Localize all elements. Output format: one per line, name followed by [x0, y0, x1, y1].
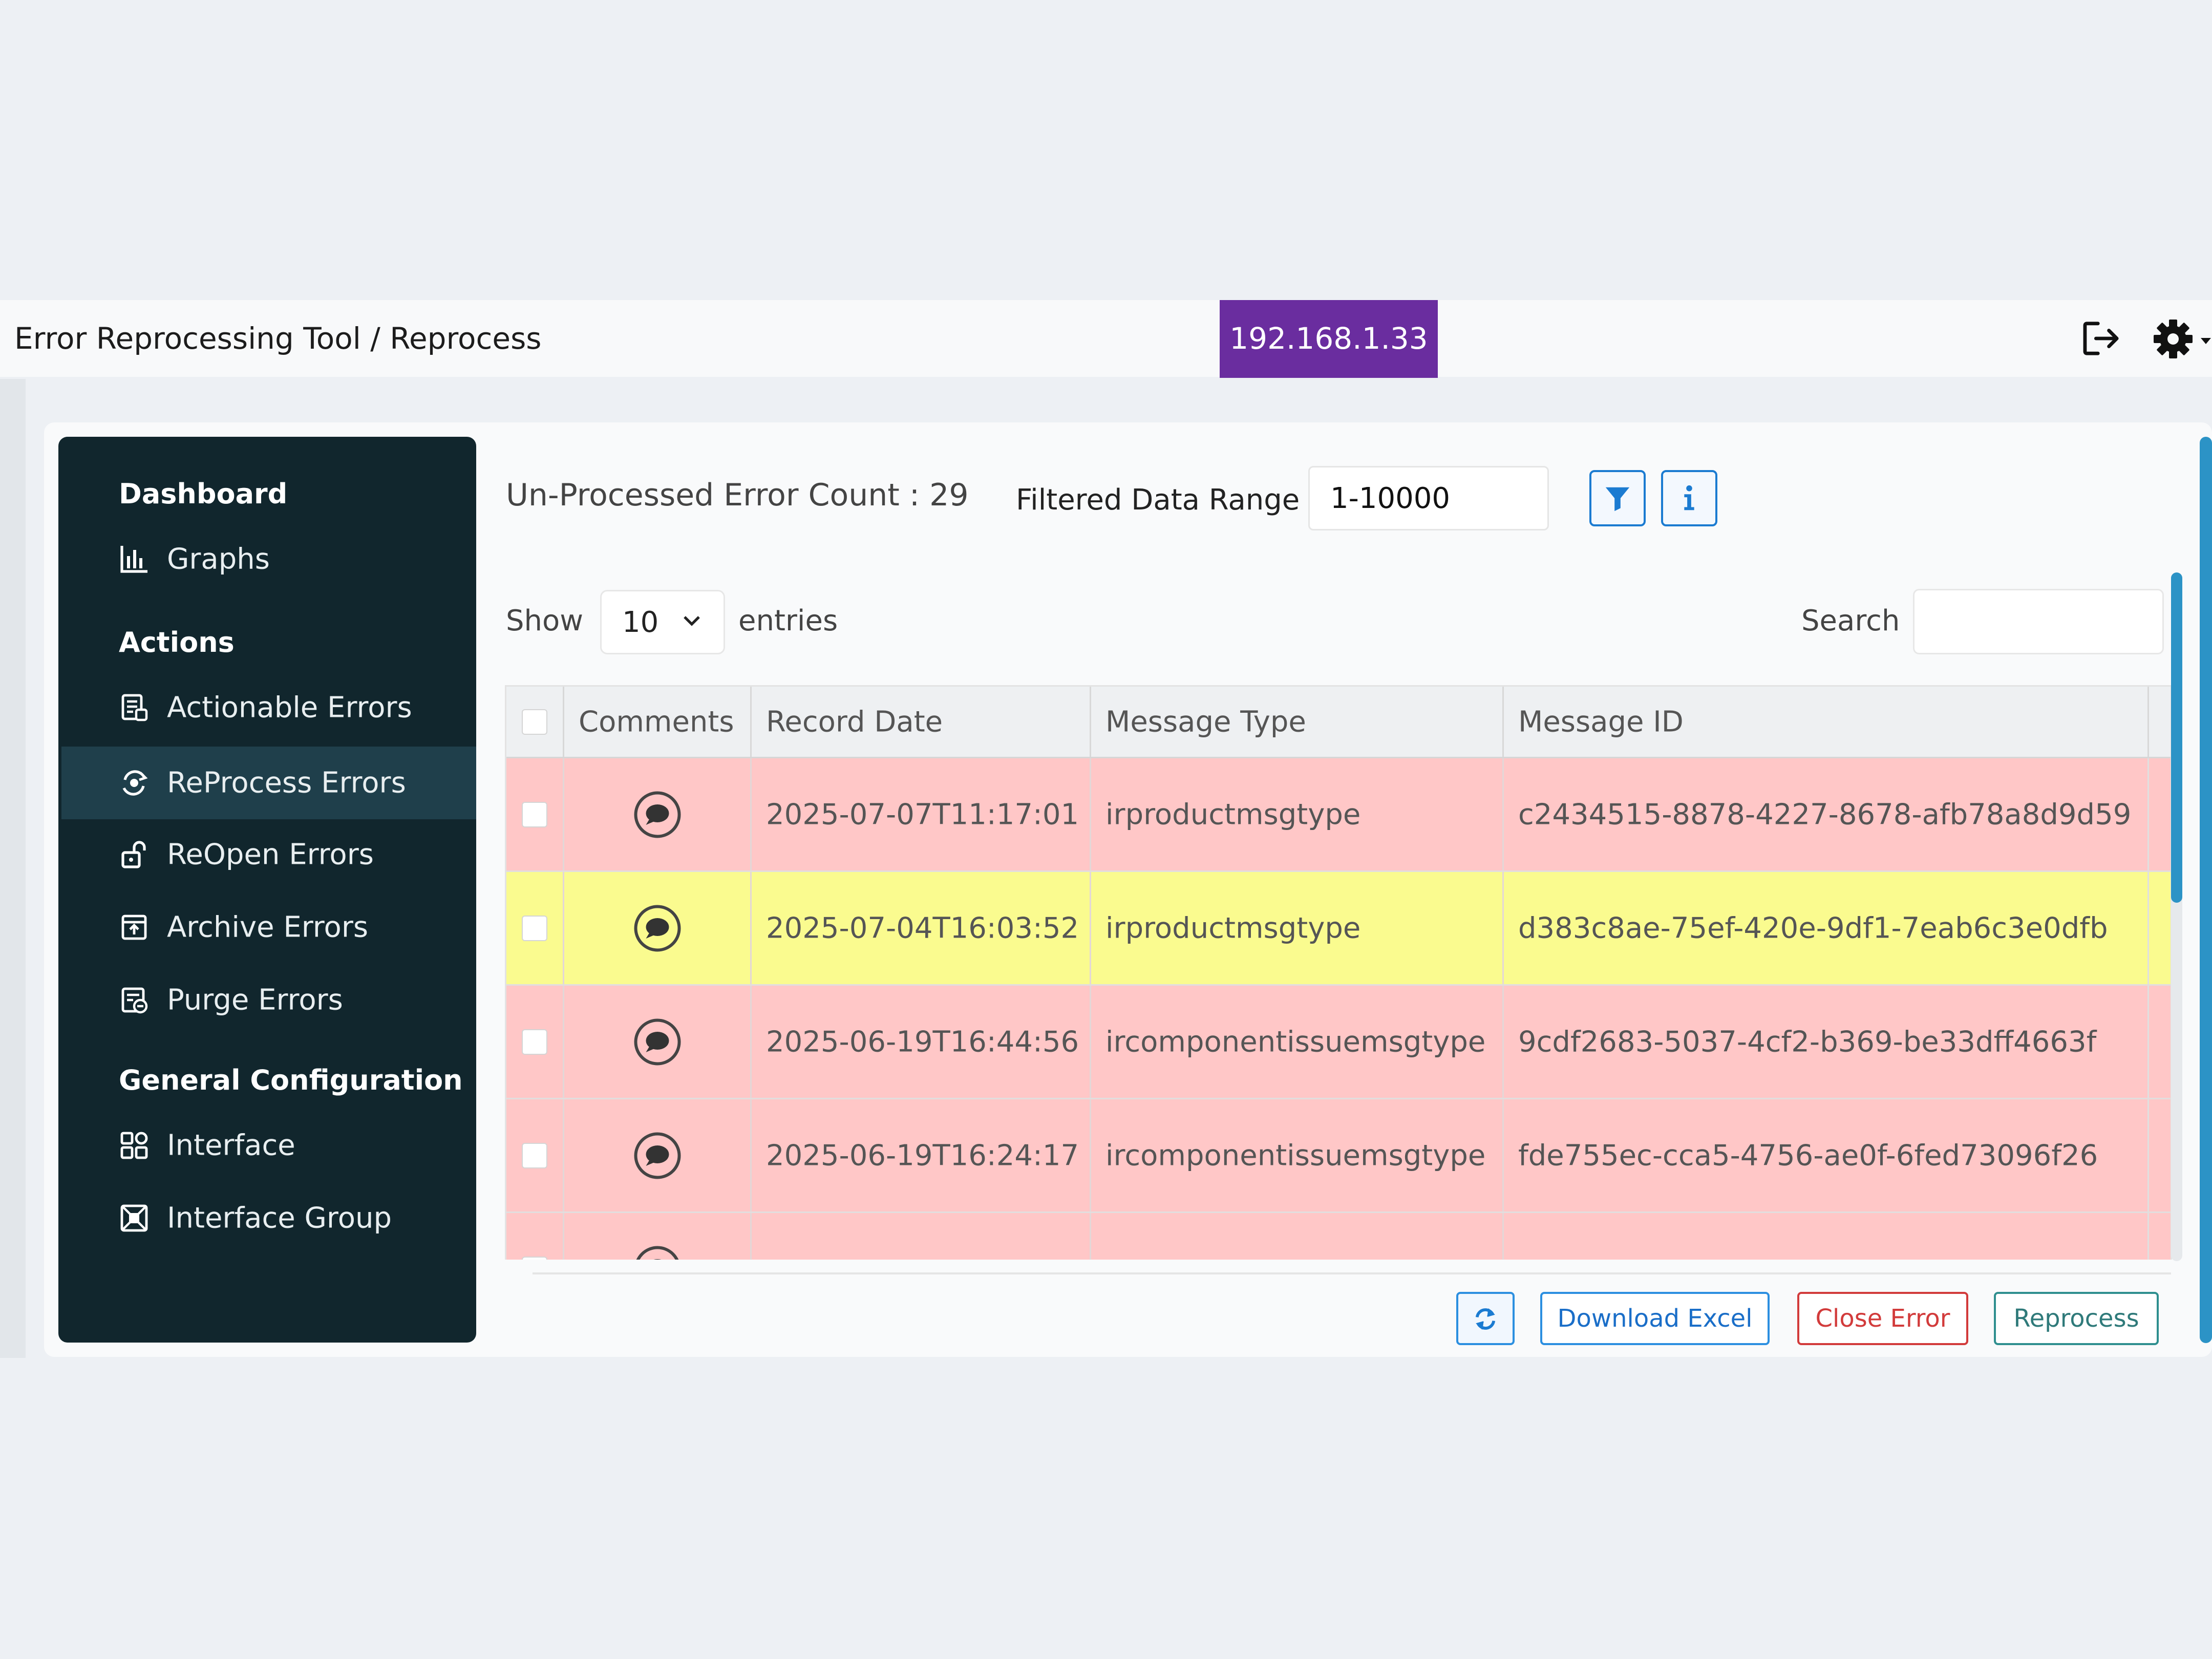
top-bar: Error Reprocessing Tool / Reprocess 192.…	[0, 300, 2212, 378]
sidebar-item-interface[interactable]: Interface	[61, 1109, 476, 1182]
logout-icon[interactable]	[2081, 321, 2122, 356]
filtered-range-label: Filtered Data Range	[1016, 483, 1300, 517]
sidebar-item-label: Archive Errors	[167, 910, 369, 944]
record-date: 2025-06-19T16:24:17	[766, 1139, 1079, 1172]
chevron-down-icon[interactable]	[2200, 336, 2212, 346]
content-scrollbar[interactable]	[2200, 437, 2212, 1343]
sidebar-item-label: ReOpen Errors	[167, 838, 374, 871]
chevron-down-icon	[684, 616, 700, 626]
sidebar-item-label: Graphs	[167, 542, 270, 576]
page-size-select[interactable]: 10	[600, 590, 725, 654]
download-excel-button[interactable]: Download Excel	[1540, 1292, 1770, 1345]
page-edge	[0, 379, 26, 1358]
sidebar: Dashboard Graphs Actions Actionable Erro…	[58, 437, 476, 1343]
divider	[533, 1272, 2171, 1274]
sidebar-item-label: ReProcess Errors	[167, 766, 406, 800]
row-checkbox[interactable]	[522, 915, 547, 941]
sidebar-section-dashboard: Dashboard	[119, 478, 288, 510]
message-id: d383c8ae-75ef-420e-9df1-7eab6c3e0dfb	[1518, 911, 2108, 945]
table-header: Comments Record Date Message Type Messag…	[506, 687, 2171, 758]
sidebar-item-reopen-errors[interactable]: ReOpen Errors	[61, 818, 476, 891]
search-input[interactable]	[1913, 589, 2164, 654]
sidebar-item-label: Purge Errors	[167, 983, 343, 1017]
reprocess-icon	[122, 770, 148, 796]
table-row[interactable]: 2025-06-19T16:24:17 ircomponentissuemsgt…	[506, 1099, 2171, 1213]
comment-icon[interactable]	[632, 1016, 683, 1068]
comment-icon[interactable]	[632, 1130, 683, 1181]
document-icon	[121, 694, 148, 721]
search-label: Search	[1801, 604, 1900, 637]
record-date: 2025-07-07T11:17:01	[766, 798, 1079, 831]
header-comments[interactable]: Comments	[564, 687, 752, 757]
sidebar-item-purge-errors[interactable]: Purge Errors	[61, 964, 476, 1036]
header-checkbox-cell	[506, 687, 564, 757]
table-row[interactable]: 2025-07-07T11:17:01 irproductmsgtype c24…	[506, 758, 2171, 872]
header-message-id[interactable]: Message ID	[1504, 687, 2149, 757]
sidebar-item-actionable-errors[interactable]: Actionable Errors	[61, 671, 476, 744]
purge-icon	[121, 987, 148, 1014]
comment-icon[interactable]	[632, 789, 683, 840]
reprocess-button[interactable]: Reprocess	[1994, 1292, 2159, 1345]
row-checkbox[interactable]	[522, 801, 547, 827]
comment-icon[interactable]	[632, 903, 683, 954]
gear-icon[interactable]	[2153, 318, 2194, 359]
page-size-value: 10	[622, 606, 659, 639]
sidebar-section-actions: Actions	[119, 626, 235, 658]
filter-icon	[1605, 487, 1630, 512]
close-error-button[interactable]: Close Error	[1797, 1292, 1968, 1345]
sidebar-item-label: Actionable Errors	[167, 691, 412, 725]
row-checkbox[interactable]	[522, 1142, 547, 1168]
refresh-button[interactable]	[1456, 1292, 1515, 1345]
sidebar-item-interface-group[interactable]: Interface Group	[61, 1182, 476, 1254]
header-record-date[interactable]: Record Date	[752, 687, 1091, 757]
record-date: 2025-06-19T16:44:56	[766, 1025, 1079, 1058]
info-button[interactable]	[1661, 470, 1717, 526]
row-checkbox[interactable]	[522, 1256, 547, 1260]
message-id: fde755ec-cca5-4756-ae0f-6fed73096f26	[1518, 1139, 2098, 1172]
ip-badge: 192.168.1.33	[1220, 300, 1438, 378]
info-icon	[1684, 485, 1694, 511]
archive-icon	[121, 914, 147, 940]
header-message-type[interactable]: Message Type	[1091, 687, 1504, 757]
sidebar-item-label: Interface	[167, 1129, 295, 1162]
comment-icon[interactable]	[632, 1244, 683, 1260]
message-type: ircomponentissuemsgtype	[1105, 1025, 1486, 1058]
refresh-icon	[1475, 1308, 1496, 1330]
row-checkbox[interactable]	[522, 1029, 547, 1055]
table-row[interactable]: 2025-06-19T16:44:56 ircomponentissuemsgt…	[506, 986, 2171, 1099]
bar-chart-icon	[120, 546, 147, 573]
message-id: 9cdf2683-5037-4cf2-b369-be33dff4663f	[1518, 1025, 2097, 1058]
interface-group-icon	[120, 1204, 148, 1232]
message-id: c2434515-8878-4227-8678-afb78a8d9d59	[1518, 798, 2132, 831]
sidebar-item-label: Interface Group	[167, 1201, 392, 1235]
filter-button[interactable]	[1589, 470, 1646, 526]
filtered-range-input[interactable]	[1308, 466, 1549, 530]
message-type: ircomponentissuemsgtype	[1105, 1139, 1486, 1172]
show-label: Show	[506, 604, 584, 637]
error-count: Un-Processed Error Count : 29	[506, 477, 969, 513]
unlock-icon	[121, 841, 146, 868]
breadcrumb: Error Reprocessing Tool / Reprocess	[14, 321, 542, 356]
message-type: irproductmsgtype	[1105, 798, 1361, 831]
interface-icon	[120, 1132, 148, 1159]
sidebar-item-reprocess-errors[interactable]: ReProcess Errors	[61, 747, 476, 819]
table-row[interactable]	[506, 1213, 2171, 1260]
sidebar-item-archive-errors[interactable]: Archive Errors	[61, 891, 476, 964]
entries-label: entries	[738, 604, 838, 637]
table-scrollbar-thumb[interactable]	[2171, 572, 2182, 903]
message-type: irproductmsgtype	[1105, 911, 1361, 945]
sidebar-item-graphs[interactable]: Graphs	[61, 523, 476, 595]
sidebar-section-general-configuration: General Configuration	[119, 1064, 463, 1096]
table-row[interactable]: 2025-07-04T16:03:52 irproductmsgtype d38…	[506, 872, 2171, 986]
record-date: 2025-07-04T16:03:52	[766, 911, 1079, 945]
errors-table: Comments Record Date Message Type Messag…	[505, 685, 2172, 1260]
select-all-checkbox[interactable]	[522, 709, 547, 735]
